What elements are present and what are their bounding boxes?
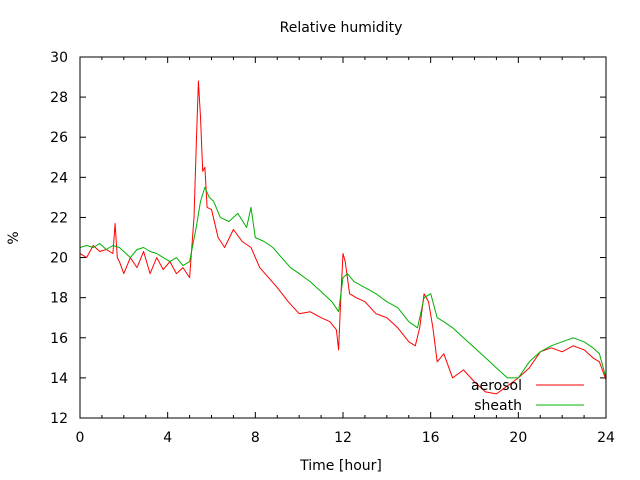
y-tick-label: 12 xyxy=(50,411,68,427)
x-tick-label: 20 xyxy=(509,430,527,446)
chart-title: Relative humidity xyxy=(280,20,403,36)
y-tick-label: 18 xyxy=(50,291,68,307)
x-axis-label: Time [hour] xyxy=(299,458,382,474)
y-tick-label: 30 xyxy=(50,50,68,66)
x-tick-label: 12 xyxy=(334,430,352,446)
plot-frame xyxy=(79,56,607,419)
y-tick-label: 28 xyxy=(50,90,68,106)
series-line-sheath xyxy=(80,186,606,379)
legend: aerosol sheath xyxy=(471,378,584,414)
x-tick-label: 8 xyxy=(251,430,260,446)
x-tick-label: 0 xyxy=(76,430,85,446)
tick-labels: 12 14 16 18 20 22 24 26 28 30 0 4 8 12 16 20 24 xyxy=(50,50,615,446)
y-tick-label: 14 xyxy=(50,371,68,387)
series-layer xyxy=(80,80,606,395)
axis-ticks xyxy=(79,56,607,419)
x-tick-label: 16 xyxy=(422,430,440,446)
y-tick-label: 26 xyxy=(50,130,68,146)
y-axis-label: % xyxy=(6,231,22,244)
series-line-aerosol xyxy=(80,80,606,395)
y-tick-label: 22 xyxy=(50,210,68,226)
y-tick-label: 24 xyxy=(50,170,68,186)
legend-label-aerosol: aerosol xyxy=(471,378,522,394)
y-tick-label: 20 xyxy=(50,251,68,267)
y-tick-label: 16 xyxy=(50,331,68,347)
legend-label-sheath: sheath xyxy=(474,398,522,414)
x-tick-label: 24 xyxy=(597,430,615,446)
x-tick-label: 4 xyxy=(163,430,172,446)
